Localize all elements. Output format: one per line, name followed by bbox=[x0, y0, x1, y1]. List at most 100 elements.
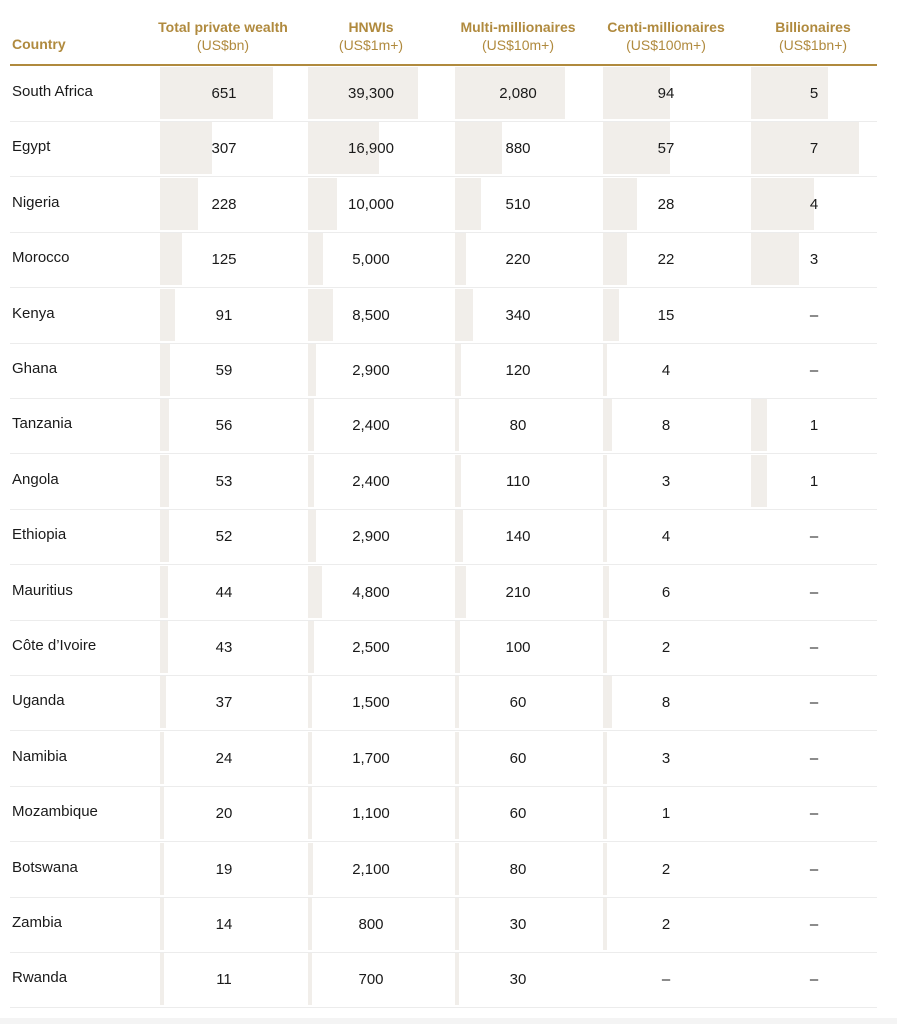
value-bar bbox=[308, 288, 333, 341]
value-bar bbox=[160, 454, 169, 507]
value-bar bbox=[455, 676, 459, 729]
value-bar bbox=[455, 67, 565, 119]
cell-value: 24 bbox=[215, 749, 233, 767]
value-bar bbox=[160, 510, 169, 563]
value-bar bbox=[308, 233, 323, 286]
cell-value: 1 bbox=[661, 805, 671, 823]
country-name: Angola bbox=[12, 470, 59, 488]
cell-value: 1,700 bbox=[352, 749, 390, 767]
value-bar bbox=[603, 898, 607, 950]
cell-value: 8 bbox=[661, 417, 671, 435]
value-bar bbox=[603, 842, 607, 895]
cell-value: – bbox=[809, 916, 819, 933]
table-row: Morocco 125 5,000 220 22 3 bbox=[0, 233, 897, 289]
country-name: Uganda bbox=[12, 692, 65, 710]
cell-value: 120 bbox=[505, 362, 531, 379]
country-name: Botswana bbox=[12, 858, 78, 876]
cell-billionaires: – bbox=[751, 843, 877, 897]
cell-value: 2,400 bbox=[352, 472, 390, 490]
cell-value: – bbox=[809, 971, 819, 989]
cell-centi-millionaires: 15 bbox=[603, 288, 729, 343]
cell-value: 2 bbox=[661, 916, 671, 933]
value-bar bbox=[751, 122, 859, 175]
table-row: Angola 53 2,400 110 3 1 bbox=[0, 454, 897, 510]
cell-multi-millionaires: 880 bbox=[455, 122, 581, 176]
cell-value: 5 bbox=[809, 85, 819, 102]
value-bar bbox=[603, 731, 607, 784]
header-total-private-wealth: Total private wealth (US$bn) bbox=[158, 18, 288, 54]
cell-total-private-wealth: 307 bbox=[160, 122, 288, 176]
value-bar bbox=[308, 67, 418, 119]
value-bar bbox=[160, 177, 198, 230]
cell-multi-millionaires: 80 bbox=[455, 842, 581, 897]
value-bar bbox=[751, 233, 799, 286]
cell-value: 59 bbox=[215, 362, 233, 379]
cell-multi-millionaires: 2,080 bbox=[455, 67, 581, 121]
cell-value: – bbox=[809, 639, 819, 656]
value-bar bbox=[603, 233, 627, 286]
cell-value: 210 bbox=[505, 583, 531, 601]
country-name: Ethiopia bbox=[12, 526, 67, 544]
cell-value: 2,100 bbox=[352, 860, 390, 878]
cell-total-private-wealth: 20 bbox=[160, 787, 288, 841]
cell-centi-millionaires: 6 bbox=[603, 565, 729, 620]
country-name: Nigeria bbox=[12, 193, 60, 211]
cell-value: 228 bbox=[211, 195, 237, 213]
value-bar bbox=[308, 953, 312, 1006]
header-title: Multi-millionaires bbox=[460, 19, 576, 35]
value-bar bbox=[603, 510, 607, 563]
cell-value: 1 bbox=[809, 417, 819, 435]
cell-value: 3 bbox=[809, 251, 819, 269]
row-divider bbox=[10, 1007, 877, 1009]
cell-value: 2,400 bbox=[352, 417, 390, 435]
value-bar bbox=[160, 898, 164, 950]
cell-value: 510 bbox=[505, 195, 531, 213]
header-title: Centi-millionaires bbox=[607, 19, 725, 35]
cell-hnwis: 2,900 bbox=[308, 344, 434, 398]
cell-multi-millionaires: 60 bbox=[455, 731, 581, 786]
value-bar bbox=[308, 565, 322, 618]
cell-value: 4,800 bbox=[352, 583, 390, 601]
value-bar bbox=[751, 454, 767, 507]
header-unit: (US$bn) bbox=[196, 37, 250, 53]
cell-billionaires: – bbox=[751, 898, 877, 952]
bottom-edge bbox=[0, 1018, 897, 1024]
cell-value: 880 bbox=[505, 140, 531, 158]
cell-value: 39,300 bbox=[348, 85, 394, 102]
cell-centi-millionaires: 22 bbox=[603, 233, 729, 287]
header-unit: (US$10m+) bbox=[482, 37, 554, 53]
cell-centi-millionaires: 28 bbox=[603, 177, 729, 232]
cell-value: 60 bbox=[509, 749, 527, 767]
value-bar bbox=[603, 288, 619, 341]
value-bar bbox=[160, 122, 212, 175]
header-title: Total private wealth bbox=[158, 19, 288, 35]
header-centi-millionaires: Centi-millionaires (US$100m+) bbox=[598, 18, 734, 54]
cell-value: – bbox=[809, 749, 819, 767]
value-bar bbox=[751, 399, 767, 452]
value-bar bbox=[455, 953, 459, 1006]
row-divider bbox=[10, 619, 877, 621]
cell-hnwis: 8,500 bbox=[308, 288, 434, 343]
header-title: Billionaires bbox=[775, 19, 851, 35]
value-bar bbox=[455, 621, 460, 673]
table-row: Mozambique 20 1,100 60 1 – bbox=[0, 787, 897, 843]
cell-multi-millionaires: 210 bbox=[455, 565, 581, 620]
row-divider bbox=[10, 564, 877, 566]
cell-value: 22 bbox=[657, 251, 675, 269]
row-divider bbox=[10, 287, 877, 289]
table-row: Ghana 59 2,900 120 4 – bbox=[0, 344, 897, 399]
cell-value: 2,500 bbox=[352, 639, 390, 656]
cell-billionaires: 4 bbox=[751, 177, 877, 232]
cell-multi-millionaires: 60 bbox=[455, 676, 581, 730]
cell-centi-millionaires: 8 bbox=[603, 676, 729, 730]
table-row: Zambia 14 800 30 2 – bbox=[0, 898, 897, 953]
value-bar bbox=[160, 621, 168, 673]
cell-value: 10,000 bbox=[348, 195, 394, 213]
cell-hnwis: 39,300 bbox=[308, 67, 434, 121]
value-bar bbox=[160, 787, 164, 840]
cell-hnwis: 1,700 bbox=[308, 731, 434, 786]
table-row: Ethiopia 52 2,900 140 4 – bbox=[0, 510, 897, 566]
header-billionaires: Billionaires (US$1bn+) bbox=[750, 18, 876, 54]
cell-total-private-wealth: 14 bbox=[160, 898, 288, 952]
value-bar bbox=[603, 344, 607, 396]
